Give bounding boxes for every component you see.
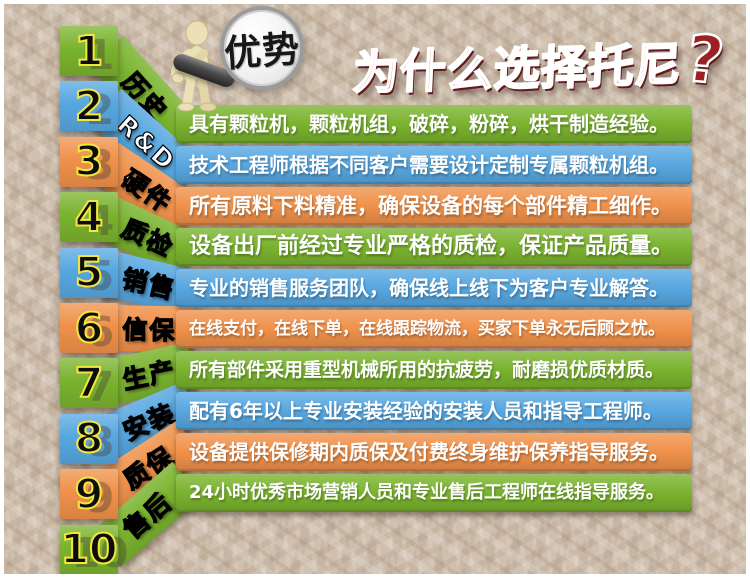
advantage-badge-label: 优势 [222,27,302,76]
title-question-mark: ? [679,21,729,100]
title-text: 为什么选择托尼 [351,36,684,101]
magnifier-icon: 优势 [220,6,304,90]
page-title: 为什么选择托尼 ? [336,17,740,114]
